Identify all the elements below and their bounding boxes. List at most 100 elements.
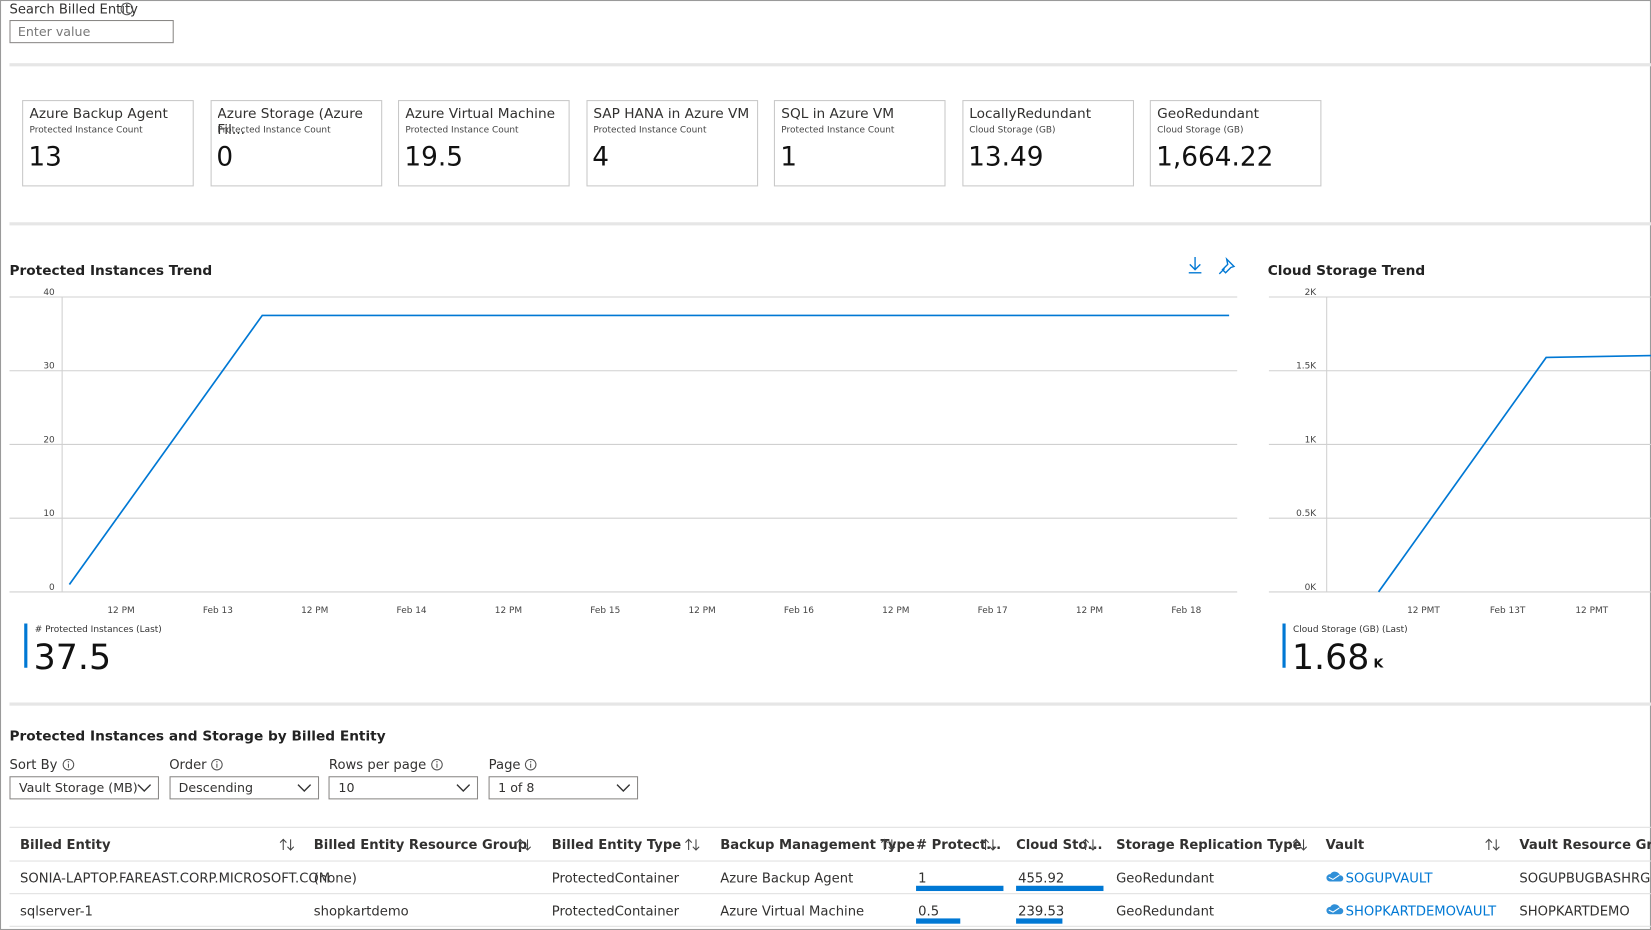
tile-value: 13.49 xyxy=(968,141,1044,172)
y-tick-label: 2K xyxy=(1305,288,1318,298)
table-cell: SOGUPBUGBASHRG xyxy=(1519,869,1651,886)
separator xyxy=(9,222,1651,226)
search-label: Search Billed Entity xyxy=(9,1,138,17)
dropdown-value: Descending xyxy=(178,780,254,796)
table-cell: SONIA-LAPTOP.FAREAST.CORP.MICROSOFT.COM xyxy=(20,869,331,886)
filter-label: Order xyxy=(169,756,207,773)
x-tick-label: 12 PM xyxy=(107,606,134,616)
search-input[interactable]: Enter value xyxy=(9,20,174,44)
dropdown[interactable]: 10 xyxy=(328,776,479,800)
cell-bar xyxy=(1016,918,1062,924)
vault-icon xyxy=(1326,904,1344,915)
tile-subtitle: Protected Instance Count xyxy=(217,125,331,136)
download-icon[interactable] xyxy=(1188,256,1202,274)
table-cell: Azure Backup Agent xyxy=(720,869,854,886)
column-header[interactable]: Vault Resource Group xyxy=(1519,836,1651,853)
filter-label: Rows per page xyxy=(328,756,427,773)
info-icon xyxy=(525,758,537,771)
table-cell: sqlserver-1 xyxy=(20,902,93,919)
separator xyxy=(9,702,1651,706)
vault-link[interactable]: SHOPKARTDEMOVAULT xyxy=(1345,902,1497,919)
column-header[interactable]: # Protect... xyxy=(916,836,1002,853)
vault-icon xyxy=(1326,871,1344,882)
x-tick-label: 12 PM xyxy=(495,606,522,616)
column-header[interactable]: Billed Entity xyxy=(20,836,111,853)
tile-subtitle: Protected Instance Count xyxy=(29,125,143,136)
column-header[interactable]: Backup Management Type xyxy=(720,836,915,853)
tile-subtitle: Protected Instance Count xyxy=(593,125,707,136)
chart: 0K 0.5K 1K 1.5K 2K 12 PMT Feb 13T 12 PMT xyxy=(1268,288,1651,616)
sort-icon[interactable] xyxy=(1081,837,1098,852)
filter-label: Sort By xyxy=(9,756,58,773)
sort-icon[interactable] xyxy=(1485,837,1502,852)
x-tick-label: Feb 17 xyxy=(978,606,1008,616)
chevron xyxy=(456,784,471,792)
sort-icon[interactable] xyxy=(1292,837,1309,852)
tile-title: Azure Virtual Machine xyxy=(405,106,556,123)
tile-subtitle: Cloud Storage (GB) xyxy=(1157,125,1244,136)
x-tick-label: 12 PMT xyxy=(1407,606,1440,616)
sort-icon[interactable] xyxy=(981,837,998,852)
dropdown-value: Vault Storage (MB) xyxy=(18,780,138,796)
summary-label: Cloud Storage (GB) (Last) xyxy=(1293,625,1408,635)
x-tick-label: 12 PM xyxy=(1076,606,1103,616)
vault-link[interactable]: SOGUPVAULT xyxy=(1345,869,1433,886)
row-border xyxy=(9,925,1651,927)
table-cell: GeoRedundant xyxy=(1116,902,1215,919)
sort-icon[interactable] xyxy=(516,837,533,852)
table-cell: GeoRedundant xyxy=(1116,869,1215,886)
dropdown[interactable]: 1 of 8 xyxy=(488,776,639,800)
info-icon xyxy=(62,758,74,771)
chevron xyxy=(616,784,631,792)
search-placeholder: Enter value xyxy=(17,24,91,39)
dropdown-value: 10 xyxy=(338,780,355,796)
pin-icon[interactable] xyxy=(1218,257,1236,275)
table-cell: (none) xyxy=(313,869,357,886)
tile: SQL in Azure VM Protected Instance Count 1 xyxy=(773,100,946,187)
x-tick-label: Feb 16 xyxy=(784,606,814,616)
chevron xyxy=(297,784,311,792)
series-line xyxy=(68,314,1230,586)
series-line xyxy=(1377,354,1651,593)
column-header[interactable]: Vault xyxy=(1325,836,1365,853)
table-cell: ProtectedContainer xyxy=(551,869,680,886)
section-title: Protected Instances and Storage by Bille… xyxy=(9,728,386,745)
table-cell: shopkartdemo xyxy=(313,902,409,919)
table-border xyxy=(9,826,1651,828)
tile-title: SAP HANA in Azure VM xyxy=(593,106,750,123)
tile-subtitle: Protected Instance Count xyxy=(405,125,519,136)
column-header[interactable]: Cloud Sto... xyxy=(1016,836,1103,853)
row-border xyxy=(9,893,1651,895)
tile: Azure Storage (Azure Fil... Protected Ins… xyxy=(210,100,382,187)
x-tick-label: 12 PM xyxy=(688,606,715,616)
sort-icon[interactable] xyxy=(684,837,701,852)
table-cell: Azure Virtual Machine xyxy=(720,902,865,919)
tile-subtitle: Cloud Storage (GB) xyxy=(969,125,1056,136)
tile-title: Azure Backup Agent xyxy=(29,106,168,123)
x-tick-label: Feb 14 xyxy=(397,606,427,616)
sort-icon[interactable] xyxy=(880,837,897,852)
x-tick-label: Feb 18 xyxy=(1171,606,1201,616)
tile-title: LocallyRedundant xyxy=(969,106,1092,123)
y-tick-label: 1.5K xyxy=(1296,362,1317,372)
separator xyxy=(9,63,1651,67)
column-header[interactable]: Billed Entity Type xyxy=(551,836,682,853)
sort-icon[interactable] xyxy=(279,837,296,852)
dropdown[interactable]: Vault Storage (MB) xyxy=(9,776,159,800)
y-tick-label: 10 xyxy=(43,509,55,519)
info-icon xyxy=(120,2,134,16)
legend-bar xyxy=(24,623,28,668)
summary-unit: K xyxy=(1374,656,1385,671)
dropdown[interactable]: Descending xyxy=(169,776,319,800)
y-tick-label: 0 xyxy=(49,583,55,593)
column-header[interactable]: Billed Entity Resource Group xyxy=(313,836,528,853)
tile: SAP HANA in Azure VM Protected Instance C… xyxy=(585,100,758,187)
table-cell: 1 xyxy=(918,869,927,886)
summary-value: 1.68 xyxy=(1292,638,1369,678)
column-header[interactable]: Storage Replication Type xyxy=(1116,836,1302,853)
x-tick-label: 12 PM xyxy=(882,606,909,616)
tile: Azure Virtual Machine Protected Instance … xyxy=(398,100,570,187)
